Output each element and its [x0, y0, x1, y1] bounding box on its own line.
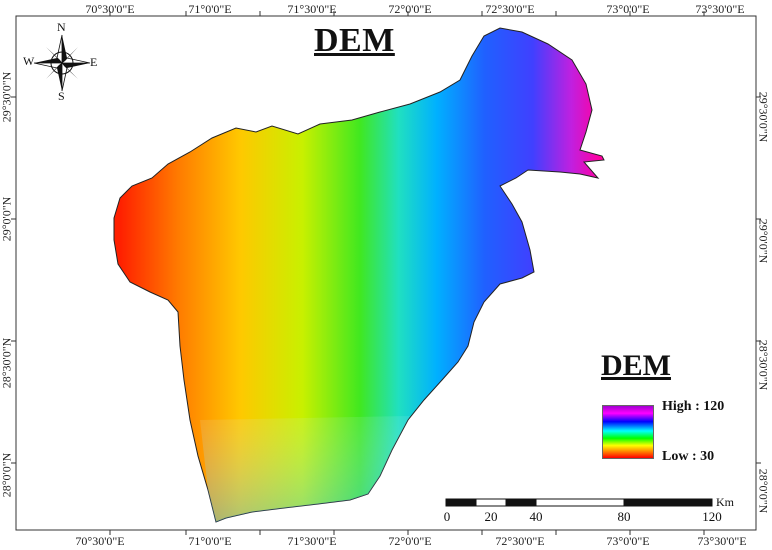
lat-label-text: 28°30'0"N	[756, 339, 771, 391]
lat-label-left: 28°30'0"N	[0, 318, 14, 408]
lat-label-text: 28°0'0"N	[756, 468, 771, 514]
lat-label-left: 29°0'0"N	[0, 174, 14, 264]
lat-label-right: 28°30'0"N	[756, 320, 771, 410]
scale-label: 0	[443, 509, 451, 524]
lon-label-bottom: 72°0'0"E	[388, 534, 432, 548]
lat-label-left: 28°0'0"N	[0, 430, 14, 520]
legend-high-label: High : 120	[662, 399, 725, 414]
lon-label-bottom: 72°30'0"E	[495, 534, 545, 548]
lat-label-left: 29°30'0"N	[0, 52, 14, 142]
lat-label-text: 29°30'0"N	[0, 71, 14, 123]
lon-label-top: 73°30'0"E	[695, 2, 745, 16]
scale-unit-label: Km	[716, 495, 734, 509]
map-border	[15, 15, 757, 531]
dem-south-shading	[200, 416, 410, 522]
scale-label: 80	[617, 509, 631, 524]
compass-south-label: S	[58, 89, 65, 103]
lat-label-text: 29°30'0"N	[756, 91, 771, 143]
lon-label-bottom: 70°30'0"E	[75, 534, 125, 548]
lon-label-top: 71°0'0"E	[188, 2, 232, 16]
lon-label-bottom: 73°30'0"E	[697, 534, 747, 548]
legend-color-ramp	[602, 405, 654, 459]
compass-north-label: N	[57, 20, 66, 34]
map-title: DEM	[314, 22, 395, 59]
scale-label: 20	[484, 509, 498, 524]
lon-label-top: 70°30'0"E	[85, 2, 135, 16]
lon-label-top: 72°0'0"E	[388, 2, 432, 16]
lon-label-top: 71°30'0"E	[287, 2, 337, 16]
lat-label-text: 29°0'0"N	[0, 196, 14, 242]
lat-label-text: 29°0'0"N	[756, 218, 771, 264]
lat-label-right: 29°0'0"N	[756, 196, 771, 286]
compass-rose-icon	[33, 34, 91, 92]
lon-label-top: 73°0'0"E	[606, 2, 650, 16]
grid-ticks	[11, 11, 761, 535]
scale-label: 40	[529, 509, 543, 524]
lon-label-bottom: 73°0'0"E	[606, 534, 650, 548]
lat-label-right: 28°0'0"N	[756, 446, 771, 536]
lon-label-bottom: 71°0'0"E	[188, 534, 232, 548]
compass-west-label: W	[23, 54, 35, 68]
lon-label-top: 72°30'0"E	[485, 2, 535, 16]
lat-label-right: 29°30'0"N	[756, 72, 771, 162]
legend-low-label: Low : 30	[662, 449, 715, 464]
compass-east-label: E	[90, 55, 98, 69]
legend-title: DEM	[601, 349, 671, 382]
lat-label-text: 28°30'0"N	[0, 337, 14, 389]
scale-label: 120	[702, 509, 722, 524]
scale-bar	[445, 498, 713, 507]
lon-label-bottom: 71°30'0"E	[287, 534, 337, 548]
lat-label-text: 28°0'0"N	[0, 452, 14, 498]
